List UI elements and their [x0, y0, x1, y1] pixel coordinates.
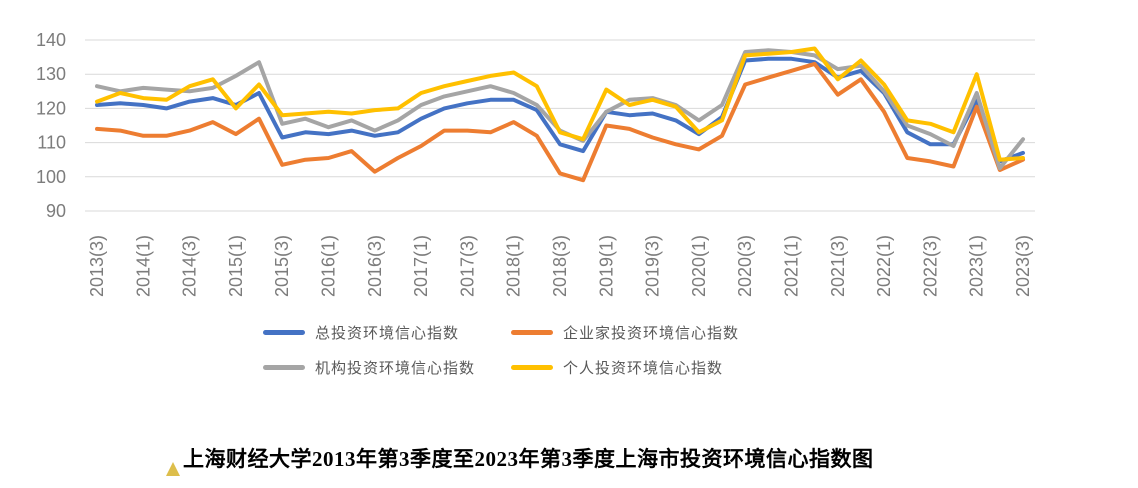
y-tick-label: 140: [36, 30, 66, 50]
chart-legend: 总投资环境信心指数 企业家投资环境信心指数 机构投资环境信心指数 个人投资环境信…: [263, 322, 739, 378]
legend-swatch-individual-icon: [511, 365, 553, 370]
x-tick-label: 2014(1): [133, 235, 153, 297]
legend-swatch-institution-icon: [263, 365, 305, 370]
y-tick-label: 110: [37, 133, 66, 153]
x-tick-label: 2013(3): [87, 235, 107, 297]
x-tick-label: 2016(3): [365, 235, 385, 297]
series-line-individual[interactable]: [95, 46, 1025, 162]
y-tick-label: 130: [36, 64, 66, 84]
y-tick-label: 90: [46, 201, 66, 221]
x-tick-label: 2023(1): [967, 235, 987, 297]
x-tick-label: 2020(3): [735, 235, 755, 297]
legend-label-total: 总投资环境信心指数: [315, 325, 460, 342]
legend-swatch-entrepreneur-icon: [511, 330, 553, 335]
x-tick-label: 2016(1): [319, 235, 339, 297]
chart-title: 上海财经大学2013年第3季度至2023年第3季度上海市投资环境信心指数图: [183, 447, 874, 471]
x-tick-label: 2021(3): [828, 235, 848, 297]
legend-item-total[interactable]: 总投资环境信心指数: [263, 322, 511, 343]
legend-item-individual[interactable]: 个人投资环境信心指数: [511, 357, 739, 378]
x-tick-label: 2022(1): [874, 235, 894, 297]
x-tick-label: 2018(1): [504, 235, 524, 297]
x-tick-label: 2015(1): [226, 235, 246, 297]
x-tick-label: 2018(3): [550, 235, 570, 297]
series-line-entrepreneur[interactable]: [95, 61, 1025, 183]
x-tick-label: 2017(1): [411, 235, 431, 297]
line-chart-plot[interactable]: 140 130 120 110 100 90 2013(3) 2014(1) 2014(3) 20…: [0, 0, 1138, 308]
x-tick-label: 2014(3): [180, 235, 200, 297]
series-line-total[interactable]: [95, 56, 1025, 164]
x-tick-label: 2017(3): [457, 235, 477, 297]
legend-label-individual: 个人投资环境信心指数: [563, 360, 724, 377]
x-tick-label: 2019(1): [596, 235, 616, 297]
legend-item-institution[interactable]: 机构投资环境信心指数: [263, 357, 511, 378]
legend-item-entrepreneur[interactable]: 企业家投资环境信心指数: [511, 322, 739, 343]
x-tick-label: 2022(3): [920, 235, 940, 297]
y-tick-label: 100: [36, 167, 66, 187]
legend-label-entrepreneur: 企业家投资环境信心指数: [563, 325, 740, 342]
x-tick-label: 2015(3): [272, 235, 292, 297]
y-tick-label: 120: [36, 98, 66, 118]
x-tick-label: 2023(3): [1013, 235, 1033, 297]
legend-swatch-total-icon: [263, 330, 305, 335]
x-tick-label: 2021(1): [782, 235, 802, 297]
triangle-marker-icon: [166, 462, 180, 476]
x-tick-label: 2020(1): [689, 235, 709, 297]
x-tick-label: 2019(3): [643, 235, 663, 297]
legend-label-institution: 机构投资环境信心指数: [315, 360, 476, 377]
